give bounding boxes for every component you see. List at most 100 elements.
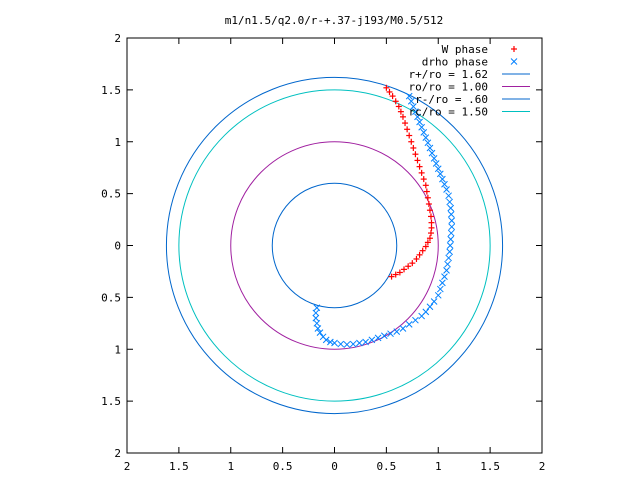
y-tick-label: 2 [114, 447, 121, 460]
data-point [424, 239, 431, 246]
x-tick-label: 0.5 [273, 460, 293, 473]
data-point [426, 303, 434, 311]
legend-label: W phase [442, 43, 488, 56]
data-point [436, 285, 444, 293]
data-point [413, 255, 420, 262]
data-point [428, 149, 436, 157]
data-point [406, 132, 413, 139]
x-tick-label: 0.5 [376, 460, 396, 473]
data-point [439, 279, 446, 287]
data-point [448, 223, 456, 231]
data-point [393, 328, 401, 335]
data-point [407, 97, 415, 105]
data-point [399, 113, 406, 120]
legend-entry: ro/ro = 1.00 [409, 81, 530, 94]
data-point [410, 144, 417, 151]
data-point [312, 314, 320, 322]
x-tick-label: 1 [435, 460, 442, 473]
data-point [447, 211, 455, 218]
data-point [387, 330, 394, 338]
circle-series-5 [178, 89, 491, 402]
y-tick-label: 1 [114, 343, 121, 356]
data-point [412, 108, 419, 116]
data-point [430, 154, 438, 162]
data-point [441, 180, 448, 188]
data-point [319, 333, 327, 341]
data-point [313, 304, 321, 312]
data-point [374, 334, 382, 342]
axis-ticks: 2 1.5 1 0.5 0 0.5 1 1.5 221.510.500.511.52 [101, 32, 545, 473]
data-point [395, 103, 402, 110]
data-point [448, 217, 456, 224]
data-point [408, 138, 415, 145]
data-point [443, 186, 450, 193]
data-point [386, 88, 393, 95]
data-point [412, 151, 419, 158]
data-point [409, 103, 417, 110]
data-point [419, 247, 426, 254]
data-point [445, 192, 452, 200]
data-point [428, 224, 435, 231]
data-point [314, 325, 322, 332]
legend-entry: drho phase [422, 56, 518, 69]
data-point [383, 84, 390, 91]
circle-series-3 [230, 141, 439, 350]
data-point [432, 160, 440, 167]
data-point [405, 92, 413, 100]
data-point [326, 338, 334, 346]
data-point [418, 312, 426, 320]
data-point [416, 163, 423, 170]
x-tick-label: 2 [539, 460, 546, 473]
x-tick-label: 1 [227, 460, 234, 473]
legend-label: r+/ro = 1.62 [409, 68, 488, 81]
data-point [416, 251, 423, 258]
legend-entry: r+/ro = 1.62 [409, 68, 530, 81]
data-point [443, 267, 450, 274]
data-point [445, 254, 452, 262]
data-point [427, 213, 434, 220]
data-point [349, 340, 357, 348]
legend-entry: W phase [442, 43, 517, 56]
data-point [362, 338, 369, 346]
y-tick-label: 1 [114, 136, 121, 149]
data-point [389, 93, 396, 100]
data-point [426, 144, 434, 152]
data-point [418, 123, 426, 131]
data-point [422, 243, 429, 250]
data-point [424, 139, 432, 147]
data-point [422, 134, 430, 141]
circle-series-4 [271, 182, 398, 309]
data-point [401, 266, 408, 273]
legend-entry: rc/ro = 1.50 [409, 106, 530, 119]
legend-label: rc/ro = 1.50 [409, 106, 488, 119]
data-point [392, 271, 399, 278]
data-point [447, 229, 455, 237]
data-point [427, 230, 434, 237]
data-point [446, 242, 454, 249]
x-tick-label: 1.5 [169, 460, 189, 473]
data-point [414, 157, 421, 164]
data-point [412, 316, 419, 324]
data-point [439, 175, 446, 183]
data-point [409, 260, 416, 267]
data-point [399, 325, 407, 332]
legend-marker [510, 58, 518, 65]
legend-label: r-/ro = .60 [415, 93, 488, 106]
point-series-group [312, 84, 456, 348]
data-point [312, 309, 320, 317]
x-tick-label: 2 [124, 460, 131, 473]
data-point [422, 182, 429, 189]
data-point [426, 235, 433, 242]
data-point [343, 341, 351, 348]
y-tick-label: 1.5 [101, 395, 121, 408]
data-point [368, 336, 376, 344]
legend-label: drho phase [422, 56, 488, 69]
data-point [447, 204, 455, 212]
x-tick-label: 0 [331, 460, 338, 473]
data-point [404, 126, 411, 133]
data-point [446, 248, 454, 256]
data-point [313, 319, 321, 327]
data-point [402, 120, 409, 127]
